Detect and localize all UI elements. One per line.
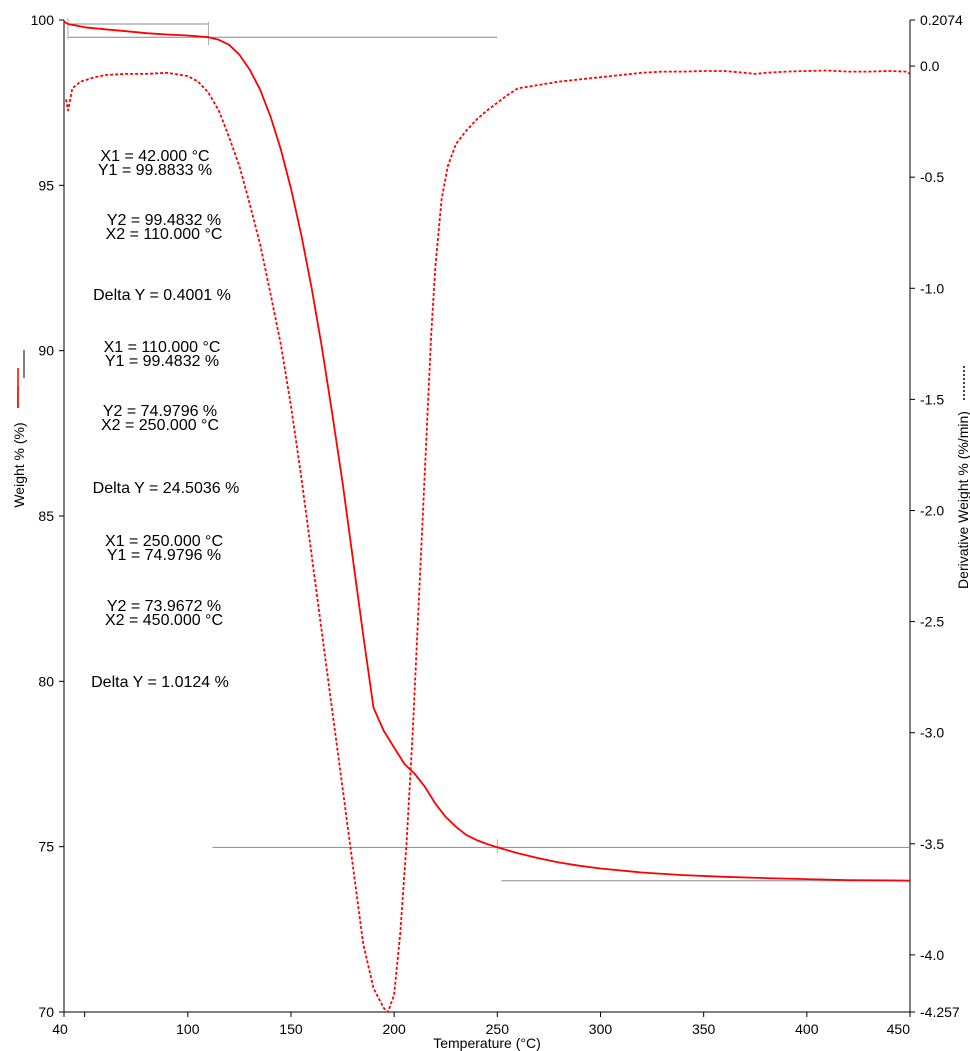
- y-right-tick-label: -4.257: [920, 1004, 960, 1020]
- y-left-tick-label: 95: [38, 177, 54, 193]
- x-tick-label: 450: [887, 1021, 911, 1037]
- y-left-axis-title: Weight % (%): [11, 422, 27, 507]
- y-right-tick-label: -4.0: [920, 947, 944, 963]
- y-left-tick-label: 100: [31, 12, 55, 28]
- annotation-text: X2 = 250.000 °C: [101, 417, 219, 434]
- y-left-tick-label: 85: [38, 508, 54, 524]
- y-right-tick-label: -3.5: [920, 836, 944, 852]
- series: [63, 20, 911, 1013]
- y-right-tick-label: -1.0: [920, 280, 944, 296]
- annotation-text: Delta Y = 24.5036 %: [93, 480, 240, 497]
- annotation-text: Y1 = 99.8833 %: [98, 162, 212, 179]
- annotation-text: Delta Y = 1.0124 %: [91, 674, 229, 691]
- y-left-tick-label: 90: [38, 343, 54, 359]
- x-tick-label: 300: [589, 1021, 613, 1037]
- y-right-tick-label: -0.5: [920, 169, 944, 185]
- y-right-tick-label: 0.2074: [920, 12, 963, 28]
- series-line-derivative: [65, 69, 911, 1013]
- annotations: X1 = 42.000 °CY1 = 99.8833 % Y2 = 99.4832…: [91, 148, 239, 691]
- annotation-text: Y2 = 73.9672 %: [107, 598, 221, 615]
- legend-marks: [17, 350, 965, 408]
- x-tick-label: 150: [279, 1021, 303, 1037]
- axes: 40 100 150 200 250 300 350 400 450 70 75 80 85 90 95 10…: [11, 12, 970, 1051]
- y-right-tick-label: 0.0: [920, 58, 940, 74]
- annotation-text: X1 = 250.000 °C: [105, 533, 223, 550]
- x-tick-label: 200: [382, 1021, 406, 1037]
- y-right-tick-label: -1.5: [920, 391, 944, 407]
- y-right-tick-label: -3.0: [920, 725, 944, 741]
- annotation-text: Y2 = 74.9796 %: [103, 403, 217, 420]
- y-right-axis-title: Derivative Weight % (%/min): [955, 411, 970, 589]
- annotation-text: X2 = 110.000 °C: [106, 226, 223, 243]
- annotation-text: X1 = 110.000 °C: [104, 339, 221, 356]
- annotation-text: X1 = 42.000 °C: [100, 148, 209, 165]
- annotation-text: Y2 = 99.4832 %: [107, 212, 221, 229]
- x-tick-label: 350: [692, 1021, 716, 1037]
- y-right-tick-label: -2.5: [920, 614, 944, 630]
- x-tick-label: 400: [795, 1021, 819, 1037]
- x-tick-label: 100: [176, 1021, 200, 1037]
- annotation-text: Y1 = 74.9796 %: [107, 547, 221, 564]
- x-tick-label: 40: [52, 1021, 68, 1037]
- x-axis-title: Temperature (°C): [433, 1035, 541, 1051]
- annotation-text: Delta Y = 0.4001 %: [93, 287, 231, 304]
- annotation-text: Y1 = 99.4832 %: [105, 353, 219, 370]
- y-right-tick-label: -2.0: [920, 502, 944, 518]
- y-left-tick-label: 70: [38, 1004, 54, 1020]
- x-tick-label: 250: [486, 1021, 510, 1037]
- annotation-text: X2 = 450.000 °C: [105, 612, 223, 629]
- y-left-tick-label: 75: [38, 839, 54, 855]
- series-line-weight: [63, 20, 911, 882]
- y-left-tick-label: 80: [38, 673, 54, 689]
